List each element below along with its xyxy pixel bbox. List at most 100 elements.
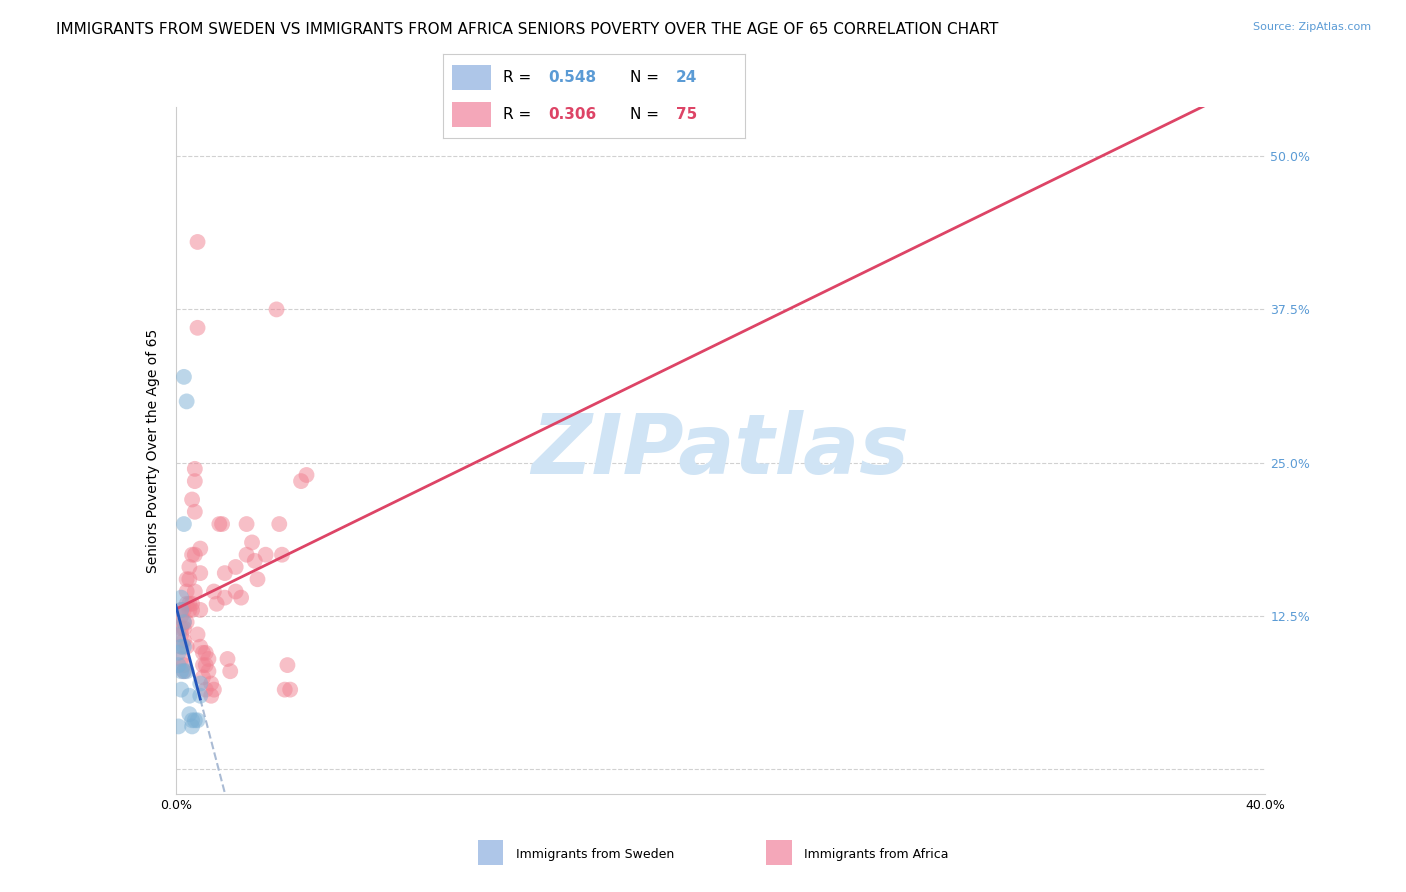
Text: IMMIGRANTS FROM SWEDEN VS IMMIGRANTS FROM AFRICA SENIORS POVERTY OVER THE AGE OF: IMMIGRANTS FROM SWEDEN VS IMMIGRANTS FRO… (56, 22, 998, 37)
Point (173, 658, 195, 673)
Point (194, 682, 217, 697)
Point (290, 474, 312, 488)
Text: ZIPatlas: ZIPatlas (531, 410, 910, 491)
Point (173, 517, 195, 532)
Point (173, 664, 195, 679)
Point (173, 615, 195, 630)
Point (170, 621, 193, 635)
Point (246, 572, 269, 586)
Point (176, 664, 198, 679)
Point (274, 682, 297, 697)
Point (170, 640, 193, 654)
Point (181, 597, 204, 611)
Point (188, 640, 211, 654)
Point (225, 560, 247, 574)
Point (186, 714, 209, 728)
Point (276, 658, 298, 673)
Point (188, 541, 211, 556)
Point (170, 652, 193, 666)
Point (170, 591, 193, 605)
Point (225, 584, 247, 599)
Point (179, 572, 201, 586)
Point (191, 670, 214, 684)
Point (176, 584, 198, 599)
Point (181, 492, 204, 507)
Point (200, 689, 222, 703)
Point (179, 707, 201, 722)
Point (240, 535, 263, 549)
Text: 0.306: 0.306 (548, 107, 598, 122)
Point (200, 676, 222, 690)
Point (170, 609, 193, 624)
Point (173, 615, 195, 630)
Point (181, 603, 204, 617)
Point (167, 646, 190, 660)
Point (181, 548, 204, 562)
Point (219, 664, 242, 679)
Point (243, 554, 266, 568)
Point (176, 572, 198, 586)
Point (184, 548, 207, 562)
Text: N =: N = (630, 107, 664, 122)
Point (202, 584, 225, 599)
Point (181, 714, 204, 728)
Point (214, 566, 236, 581)
Text: Immigrants from Sweden: Immigrants from Sweden (516, 848, 675, 861)
Point (170, 640, 193, 654)
Point (173, 633, 195, 648)
Point (186, 321, 209, 335)
Point (186, 627, 209, 641)
Text: R =: R = (503, 70, 537, 85)
Text: Source: ZipAtlas.com: Source: ZipAtlas.com (1253, 22, 1371, 32)
Point (269, 517, 291, 532)
Point (184, 462, 207, 476)
Text: R =: R = (503, 107, 537, 122)
Point (231, 591, 253, 605)
Text: 24: 24 (676, 70, 697, 85)
Point (170, 664, 193, 679)
Point (191, 658, 214, 673)
Point (184, 474, 207, 488)
Bar (451, 102, 491, 128)
Point (184, 584, 207, 599)
Point (167, 719, 190, 733)
Y-axis label: Seniors Poverty Over the Age of 65: Seniors Poverty Over the Age of 65 (146, 328, 160, 573)
Point (295, 467, 318, 482)
Text: 0.548: 0.548 (548, 70, 596, 85)
Point (188, 689, 211, 703)
Point (194, 658, 217, 673)
Point (205, 597, 228, 611)
Point (188, 566, 211, 581)
Point (202, 682, 225, 697)
Bar (451, 64, 491, 90)
Point (184, 505, 207, 519)
Point (208, 517, 231, 532)
Text: Immigrants from Africa: Immigrants from Africa (804, 848, 949, 861)
Point (176, 640, 198, 654)
Point (181, 719, 204, 733)
Point (167, 627, 190, 641)
Point (197, 652, 219, 666)
Point (173, 369, 195, 384)
Point (176, 597, 198, 611)
Point (176, 394, 198, 409)
Point (173, 640, 195, 654)
Point (179, 560, 201, 574)
Point (179, 597, 201, 611)
Point (254, 548, 277, 562)
Point (197, 664, 219, 679)
Point (179, 603, 201, 617)
Text: N =: N = (630, 70, 664, 85)
Point (170, 603, 193, 617)
Point (176, 615, 198, 630)
Point (211, 517, 233, 532)
Point (173, 664, 195, 679)
Point (271, 548, 294, 562)
Point (170, 627, 193, 641)
Point (173, 621, 195, 635)
Point (191, 646, 214, 660)
Point (170, 682, 193, 697)
Point (188, 603, 211, 617)
Point (278, 682, 301, 697)
Point (170, 603, 193, 617)
